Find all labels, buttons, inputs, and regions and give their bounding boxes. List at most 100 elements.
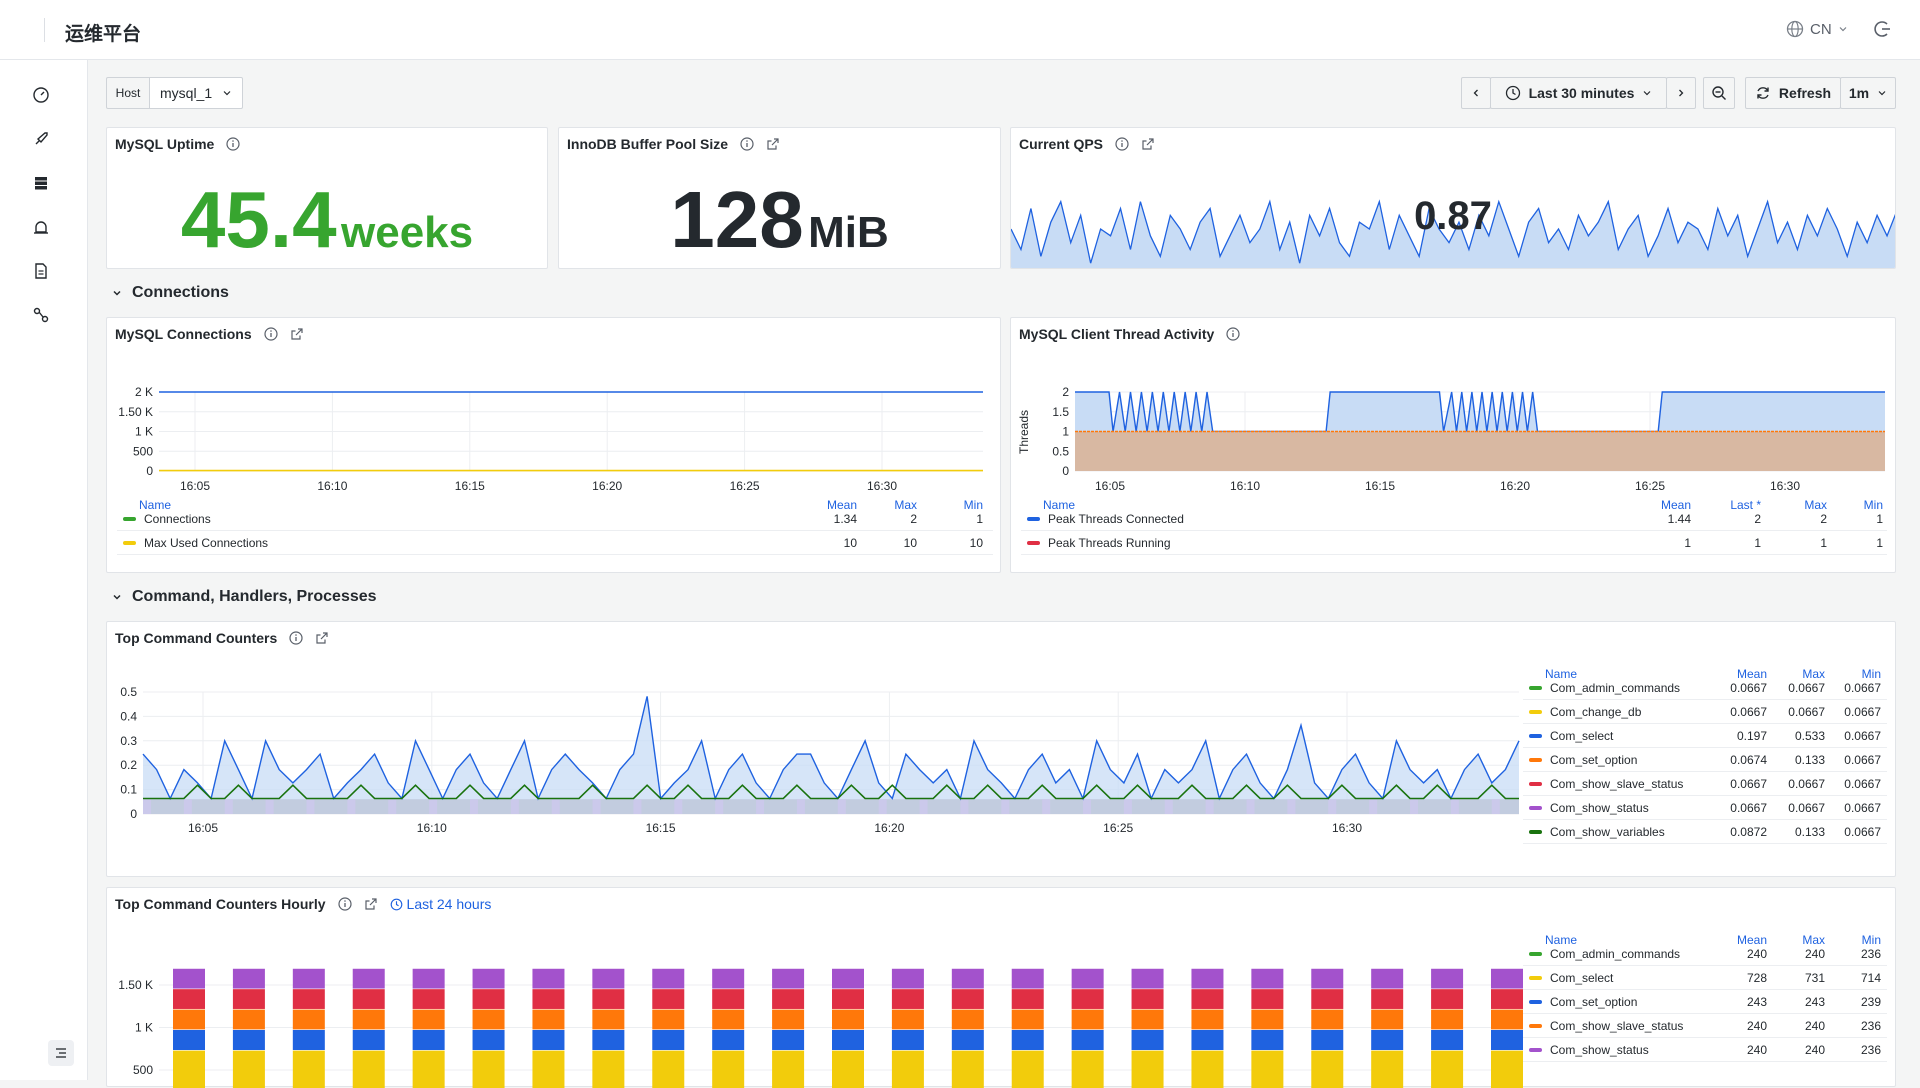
top-legend-row[interactable]: Com_show_slave_status 0.0667 0.0667 0.0667 bbox=[1523, 772, 1887, 796]
top-series-label: Com_select bbox=[1550, 728, 1614, 743]
conn-legend-row[interactable]: Max Used Connections 10 10 10 bbox=[117, 531, 993, 555]
section-commands[interactable]: Command, Handlers, Processes bbox=[112, 588, 377, 606]
hr-legend-row[interactable]: Com_select 728 731 714 bbox=[1523, 966, 1887, 990]
hr-bar-segment bbox=[1131, 1029, 1164, 1051]
hr-legend-row[interactable]: Com_show_status 240 240 236 bbox=[1523, 1038, 1887, 1062]
language-switcher[interactable]: CN bbox=[1786, 20, 1848, 38]
info-icon[interactable] bbox=[1115, 137, 1129, 151]
hr-bar-segment bbox=[352, 1029, 385, 1051]
top-legend-row[interactable]: Com_select 0.197 0.533 0.0667 bbox=[1523, 724, 1887, 748]
alarm-icon[interactable] bbox=[32, 218, 50, 236]
workflow-icon[interactable] bbox=[32, 306, 50, 324]
hr-bar-segment bbox=[1191, 1009, 1224, 1030]
conn-column-header[interactable]: Max bbox=[894, 498, 917, 512]
refresh-interval-select[interactable]: 1m bbox=[1840, 77, 1896, 109]
thr-column-header[interactable]: Max bbox=[1804, 498, 1827, 512]
top-column-header[interactable]: Max bbox=[1802, 667, 1825, 681]
hr-bar-segment bbox=[1071, 968, 1104, 989]
conn-column-header[interactable]: Mean bbox=[826, 498, 857, 512]
hr-bar-segment bbox=[232, 968, 265, 989]
info-icon[interactable] bbox=[264, 327, 278, 341]
hr-bar-segment bbox=[472, 989, 505, 1009]
thr-legend-row[interactable]: Peak Threads Connected 1.44 2 2 1 bbox=[1021, 507, 1887, 531]
thr-column-header[interactable]: Name bbox=[1043, 498, 1076, 512]
host-select[interactable]: mysql_1 bbox=[149, 77, 243, 109]
external-link-icon[interactable] bbox=[290, 327, 304, 341]
brand-divider bbox=[44, 18, 45, 42]
top-series-name: Com_admin_commands bbox=[1529, 681, 1680, 695]
top-legend-row[interactable]: Com_set_option 0.0674 0.133 0.0667 bbox=[1523, 748, 1887, 772]
conn-column-header[interactable]: Min bbox=[963, 498, 983, 512]
time-back-button[interactable] bbox=[1461, 77, 1491, 109]
thr-column-header[interactable]: Min bbox=[1863, 498, 1883, 512]
hr-legend-row[interactable]: Com_admin_commands 240 240 236 bbox=[1523, 942, 1887, 966]
info-icon[interactable] bbox=[1226, 327, 1240, 341]
thr-legend-row[interactable]: Peak Threads Running 1 1 1 1 bbox=[1021, 531, 1887, 555]
hr-bar-segment bbox=[1491, 968, 1523, 989]
info-icon[interactable] bbox=[226, 137, 240, 151]
top-legend-row[interactable]: Com_show_variables 0.0872 0.133 0.0667 bbox=[1523, 820, 1887, 844]
info-icon[interactable] bbox=[337, 897, 352, 911]
top-legend-row[interactable]: Com_admin_commands 0.0667 0.0667 0.0667 bbox=[1523, 676, 1887, 700]
hr-bar-segment bbox=[652, 1050, 685, 1088]
zoom-out-button[interactable] bbox=[1703, 77, 1735, 109]
hr-series-label: Com_select bbox=[1550, 970, 1614, 985]
info-icon[interactable] bbox=[289, 631, 303, 645]
conn-x-tick: 16:15 bbox=[455, 479, 485, 493]
section-connections[interactable]: Connections bbox=[112, 284, 229, 302]
external-link-icon[interactable] bbox=[1141, 137, 1155, 151]
hr-series-swatch bbox=[1529, 1048, 1542, 1053]
time-forward-button[interactable] bbox=[1666, 77, 1696, 109]
hr-bar-segment bbox=[532, 989, 565, 1009]
thr-column-header[interactable]: Last * bbox=[1730, 498, 1761, 512]
top-x-tick: 16:05 bbox=[188, 821, 218, 835]
thr-column-header[interactable]: Mean bbox=[1660, 498, 1691, 512]
top-max-value: 0.0667 bbox=[1788, 704, 1825, 719]
hr-bar-segment bbox=[472, 1029, 505, 1051]
zoom-out-icon bbox=[1712, 86, 1726, 100]
top-commands-panel: Top Command Counters 0.5 0.4 0.3 0.2 0.1 0 16:… bbox=[106, 621, 1896, 877]
hr-bar-segment bbox=[652, 1029, 685, 1051]
info-icon[interactable] bbox=[740, 137, 754, 151]
hr-legend-row[interactable]: Com_show_slave_status 240 240 236 bbox=[1523, 1014, 1887, 1038]
database-icon[interactable] bbox=[32, 174, 50, 192]
hr-bar-segment bbox=[832, 1009, 864, 1030]
top-column-header[interactable]: Mean bbox=[1736, 667, 1767, 681]
top-column-header[interactable]: Name bbox=[1545, 667, 1578, 681]
thr-last-value: 1 bbox=[1754, 535, 1761, 550]
conn-column-header[interactable]: Name bbox=[139, 498, 172, 512]
hr-column-header[interactable]: Max bbox=[1802, 933, 1825, 947]
external-link-icon[interactable] bbox=[364, 897, 378, 911]
top-legend-row[interactable]: Com_change_db 0.0667 0.0667 0.0667 bbox=[1523, 700, 1887, 724]
time-range-picker[interactable]: Last 30 minutes bbox=[1490, 77, 1667, 109]
time-override-badge[interactable]: Last 24 hours bbox=[390, 896, 491, 912]
conn-legend-row[interactable]: Connections 1.34 2 1 bbox=[117, 507, 993, 531]
hr-bar-segment bbox=[292, 968, 325, 989]
uptime-value-group: 45.4 weeks bbox=[107, 174, 547, 266]
top-x-tick: 16:25 bbox=[1103, 821, 1133, 835]
top-column-header[interactable]: Min bbox=[1861, 667, 1881, 681]
thr-x-tick: 16:10 bbox=[1230, 479, 1260, 493]
top-legend-header: Name Mean Max Min bbox=[1523, 662, 1887, 686]
external-link-icon[interactable] bbox=[315, 631, 329, 645]
hr-column-header[interactable]: Name bbox=[1545, 933, 1578, 947]
document-icon[interactable] bbox=[32, 262, 50, 280]
top-legend-row[interactable]: Com_show_status 0.0667 0.0667 0.0667 bbox=[1523, 796, 1887, 820]
refresh-button[interactable]: Refresh bbox=[1745, 77, 1841, 109]
top-x-tick: 16:15 bbox=[646, 821, 676, 835]
hr-bar-segment bbox=[472, 1009, 505, 1030]
hr-bar-segment bbox=[173, 1050, 205, 1088]
hr-bar-segment bbox=[352, 1009, 385, 1030]
sidebar-collapse-button[interactable] bbox=[48, 1040, 74, 1066]
hr-legend-row[interactable]: Com_set_option 243 243 239 bbox=[1523, 990, 1887, 1014]
thr-y-tick: 0 bbox=[1062, 464, 1069, 478]
hr-column-header[interactable]: Min bbox=[1861, 933, 1881, 947]
top-series-label: Com_admin_commands bbox=[1550, 680, 1681, 695]
external-link-icon[interactable] bbox=[766, 137, 780, 151]
hr-bar-segment bbox=[1491, 1050, 1523, 1088]
hr-column-header[interactable]: Mean bbox=[1736, 933, 1767, 947]
dashboard-icon[interactable] bbox=[32, 86, 50, 104]
top-y-tick: 0.2 bbox=[120, 758, 137, 772]
logout-icon[interactable] bbox=[1872, 19, 1892, 39]
rocket-icon[interactable] bbox=[32, 130, 50, 148]
